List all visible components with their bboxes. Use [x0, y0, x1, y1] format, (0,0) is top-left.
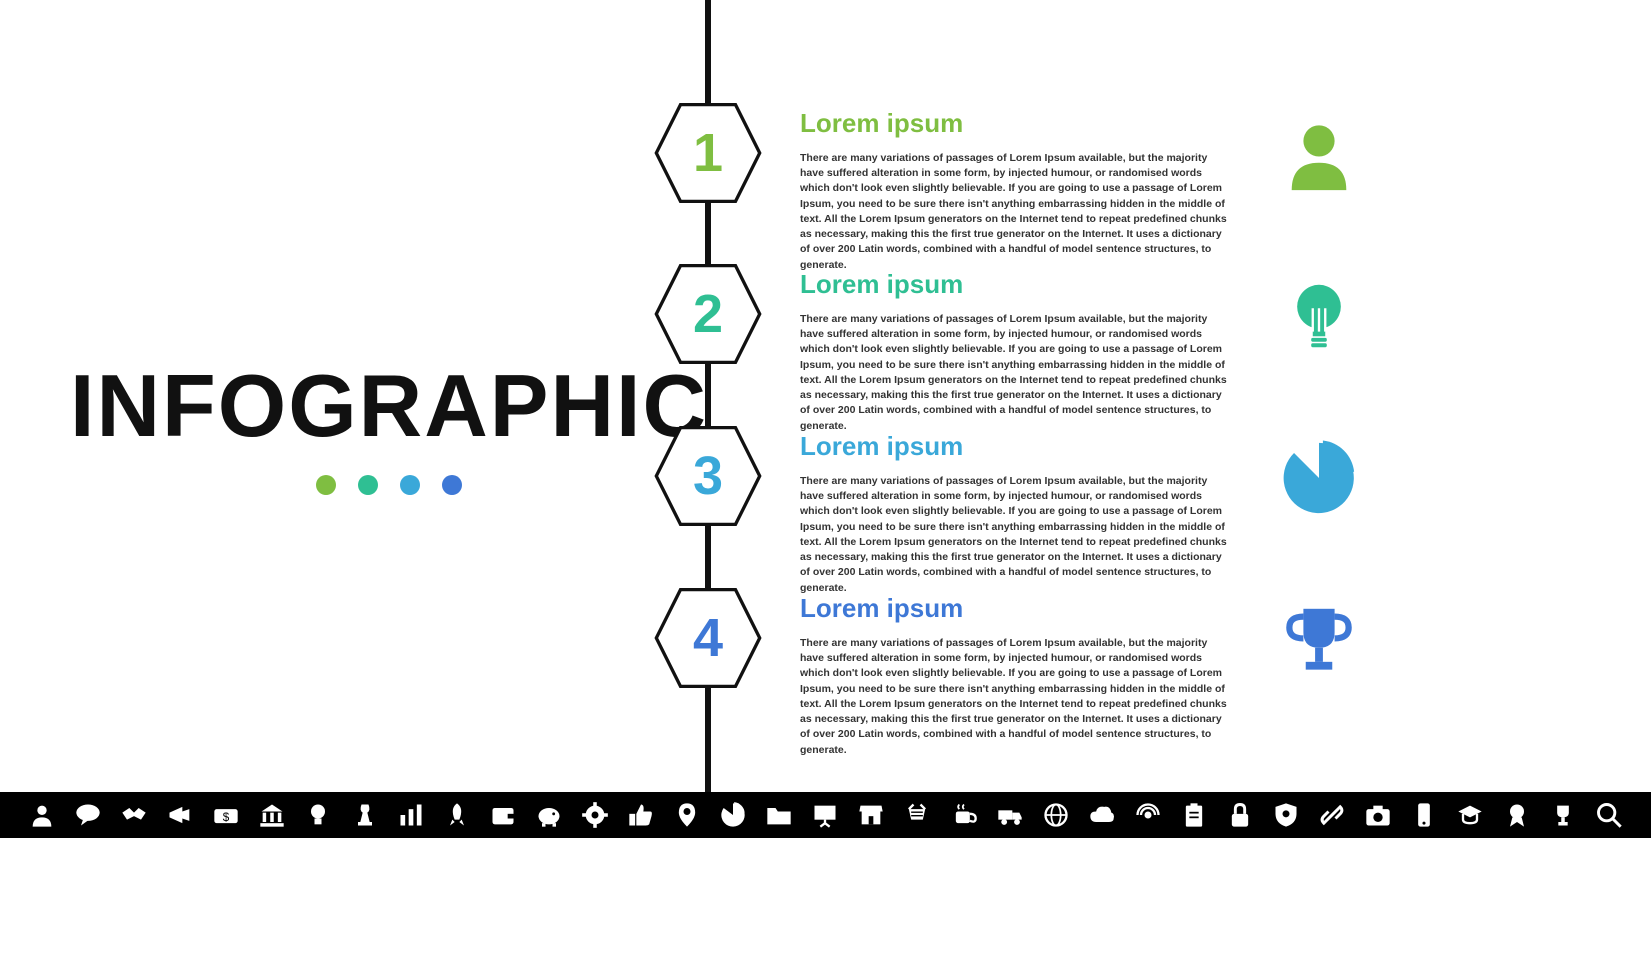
bar-chart-icon [397, 801, 425, 829]
step-block-2: Lorem ipsum There are many variations of … [800, 269, 1230, 434]
step-number-4: 4 [653, 583, 763, 693]
lightbulb-icon [1280, 277, 1358, 355]
dot-1 [316, 475, 336, 495]
gear-icon [581, 801, 609, 829]
lightbulb-small-icon [304, 801, 332, 829]
thumbs-up-icon [627, 801, 655, 829]
hexagon-step-4: 4 [653, 583, 763, 693]
lock-icon [1226, 801, 1254, 829]
step-title-3: Lorem ipsum [800, 431, 1230, 462]
pie-small-icon [719, 801, 747, 829]
clipboard-icon [1180, 801, 1208, 829]
handshake-icon [120, 801, 148, 829]
presentation-icon [811, 801, 839, 829]
money-icon: $ [212, 801, 240, 829]
chat-icon [74, 801, 102, 829]
step-block-4: Lorem ipsum There are many variations of … [800, 593, 1230, 758]
user-icon [1280, 116, 1358, 194]
badge-icon [1503, 801, 1531, 829]
cart-icon [903, 801, 931, 829]
step-title-1: Lorem ipsum [800, 108, 1230, 139]
globe-icon [1042, 801, 1070, 829]
folder-icon [765, 801, 793, 829]
trophy-small-icon [1549, 801, 1577, 829]
phone-icon [1410, 801, 1438, 829]
color-dots [70, 475, 708, 495]
map-pin-icon [673, 801, 701, 829]
dot-4 [442, 475, 462, 495]
piggybank-icon [535, 801, 563, 829]
main-title: INFOGRAPHIC [70, 355, 708, 457]
user-icon [28, 801, 56, 829]
shield-icon [1272, 801, 1300, 829]
dot-3 [400, 475, 420, 495]
step-title-2: Lorem ipsum [800, 269, 1230, 300]
title-block: INFOGRAPHIC [70, 355, 708, 495]
megaphone-icon [166, 801, 194, 829]
wallet-icon [489, 801, 517, 829]
camera-icon [1364, 801, 1392, 829]
step-title-4: Lorem ipsum [800, 593, 1230, 624]
trophy-icon [1280, 601, 1358, 679]
graduation-icon [1456, 801, 1484, 829]
step-body-3: There are many variations of passages of… [800, 474, 1230, 596]
store-icon [857, 801, 885, 829]
hexagon-step-2: 2 [653, 259, 763, 369]
step-number-3: 3 [653, 421, 763, 531]
dot-2 [358, 475, 378, 495]
coffee-icon [950, 801, 978, 829]
truck-icon [996, 801, 1024, 829]
step-block-1: Lorem ipsum There are many variations of … [800, 108, 1230, 273]
bank-icon [258, 801, 286, 829]
search-icon [1595, 801, 1623, 829]
icon-strip: $ [0, 792, 1651, 838]
infographic-canvas: INFOGRAPHIC 1Lorem ipsumThere are many v… [0, 0, 1651, 980]
podcast-icon [1134, 801, 1162, 829]
cloud-icon [1088, 801, 1116, 829]
chess-icon [351, 801, 379, 829]
svg-text:$: $ [223, 811, 230, 824]
step-number-2: 2 [653, 259, 763, 369]
step-block-3: Lorem ipsum There are many variations of … [800, 431, 1230, 596]
hexagon-step-1: 1 [653, 98, 763, 208]
step-body-1: There are many variations of passages of… [800, 151, 1230, 273]
link-icon [1318, 801, 1346, 829]
rocket-icon [443, 801, 471, 829]
step-body-2: There are many variations of passages of… [800, 312, 1230, 434]
step-body-4: There are many variations of passages of… [800, 636, 1230, 758]
hexagon-step-3: 3 [653, 421, 763, 531]
step-number-1: 1 [653, 98, 763, 208]
pie-chart-icon [1280, 439, 1358, 517]
